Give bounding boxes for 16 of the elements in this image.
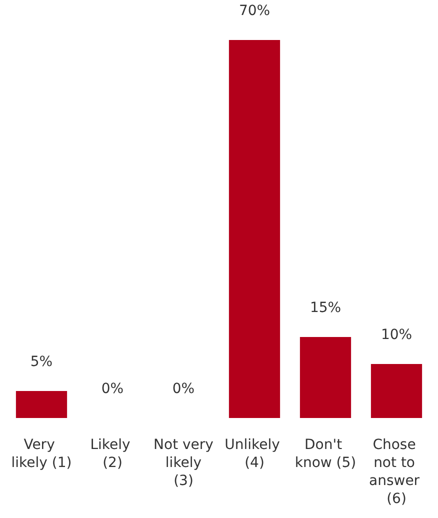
x-tick-label: Very likely (1) bbox=[11, 437, 72, 471]
x-tick-label: Not very likely (3) bbox=[154, 437, 214, 489]
data-label: 15% bbox=[310, 300, 342, 316]
bar bbox=[228, 40, 280, 418]
bar bbox=[300, 337, 352, 418]
bar bbox=[370, 364, 422, 418]
x-tick-label: Chose not to answer (6) bbox=[368, 437, 424, 507]
data-label: 5% bbox=[30, 354, 53, 370]
x-tick-label: Unlikely (4) bbox=[224, 437, 284, 471]
data-label: 0% bbox=[172, 381, 195, 397]
x-tick-label: Don't know (5) bbox=[294, 437, 356, 471]
data-label: 0% bbox=[101, 381, 124, 397]
data-label: 10% bbox=[380, 327, 412, 343]
data-label: 70% bbox=[238, 3, 270, 19]
bar bbox=[16, 391, 68, 418]
x-tick-label: Likely (2) bbox=[90, 437, 135, 471]
